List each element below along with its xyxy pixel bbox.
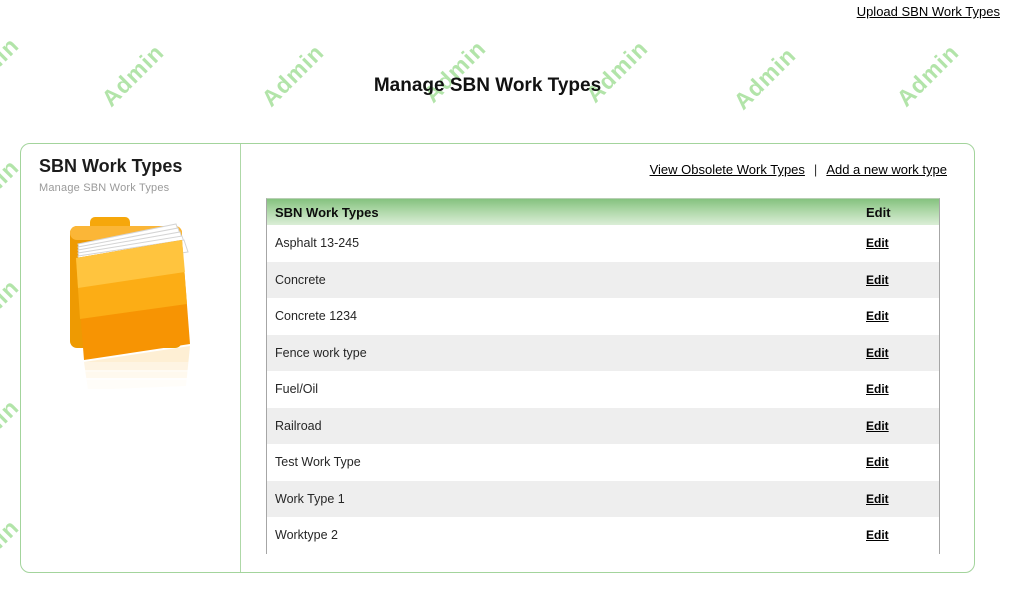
edit-cell: Edit: [866, 236, 939, 250]
work-type-name: Asphalt 13-245: [275, 236, 360, 251]
column-header-name: SBN Work Types: [275, 204, 379, 220]
sidebar-heading: SBN Work Types: [39, 156, 183, 176]
upload-sbn-work-types-link[interactable]: Upload SBN Work Types: [856, 4, 1000, 19]
edit-cell: Edit: [866, 419, 939, 433]
table-row: Fence work type Edit: [267, 334, 939, 371]
content-area: View Obsolete Work Types | Add a new work …: [242, 144, 974, 572]
sidebar: SBN Work Types Manage SBN Work Types: [21, 144, 241, 572]
work-type-name: Fence work type: [275, 345, 367, 360]
edit-cell: Edit: [866, 382, 939, 396]
table-header: SBN Work Types Edit: [267, 199, 939, 225]
edit-link[interactable]: Edit: [866, 345, 889, 360]
work-types-table: SBN Work Types Edit Asphalt 13-245 Edit Co…: [266, 198, 940, 554]
edit-link[interactable]: Edit: [866, 236, 889, 251]
work-type-name: Work Type 1: [275, 491, 345, 506]
table-row: Worktype 2 Edit: [267, 517, 939, 554]
edit-link[interactable]: Edit: [866, 491, 889, 506]
table-row: Asphalt 13-245 Edit: [267, 225, 939, 262]
edit-cell: Edit: [866, 528, 939, 542]
edit-link[interactable]: Edit: [866, 455, 889, 470]
table-row: Concrete Edit: [267, 261, 939, 298]
edit-cell: Edit: [866, 455, 939, 469]
work-type-name: Concrete: [275, 272, 326, 287]
edit-link[interactable]: Edit: [866, 528, 889, 543]
work-type-name: Worktype 2: [275, 528, 338, 543]
sbn-work-types-panel: SBN Work Types Manage SBN Work Types: [20, 143, 975, 573]
view-obsolete-work-types-link[interactable]: View Obsolete Work Types: [649, 162, 805, 177]
admin-watermark: Admin: [418, 34, 491, 108]
edit-cell: Edit: [866, 492, 939, 506]
work-type-name: Railroad: [275, 418, 322, 433]
toolbar-separator: |: [813, 162, 818, 177]
work-type-name: Fuel/Oil: [275, 382, 319, 397]
edit-link[interactable]: Edit: [866, 309, 889, 324]
table-row: Fuel/Oil Edit: [267, 371, 939, 408]
page-title: Manage SBN Work Types: [373, 75, 602, 96]
work-types-table-body: Asphalt 13-245 Edit Concrete Edit Concrete 1…: [267, 225, 939, 554]
admin-watermark: Admin: [0, 31, 24, 105]
table-row: Concrete 1234 Edit: [267, 298, 939, 335]
folder-icon: [54, 214, 204, 390]
edit-cell: Edit: [866, 273, 939, 287]
admin-watermark: Admin: [580, 34, 653, 108]
edit-cell: Edit: [866, 346, 939, 360]
work-type-name: Concrete 1234: [275, 309, 358, 324]
table-row: Test Work Type Edit: [267, 444, 939, 481]
edit-link[interactable]: Edit: [866, 418, 889, 433]
edit-link[interactable]: Edit: [866, 382, 889, 397]
edit-cell: Edit: [866, 309, 939, 323]
column-header-edit: Edit: [866, 204, 891, 220]
edit-link[interactable]: Edit: [866, 272, 889, 287]
add-new-work-type-link[interactable]: Add a new work type: [826, 162, 947, 177]
sidebar-subheading: Manage SBN Work Types: [39, 182, 170, 194]
work-type-name: Test Work Type: [275, 455, 361, 470]
table-row: Work Type 1 Edit: [267, 480, 939, 517]
toolbar: View Obsolete Work Types | Add a new work …: [650, 162, 947, 177]
table-row: Railroad Edit: [267, 407, 939, 444]
